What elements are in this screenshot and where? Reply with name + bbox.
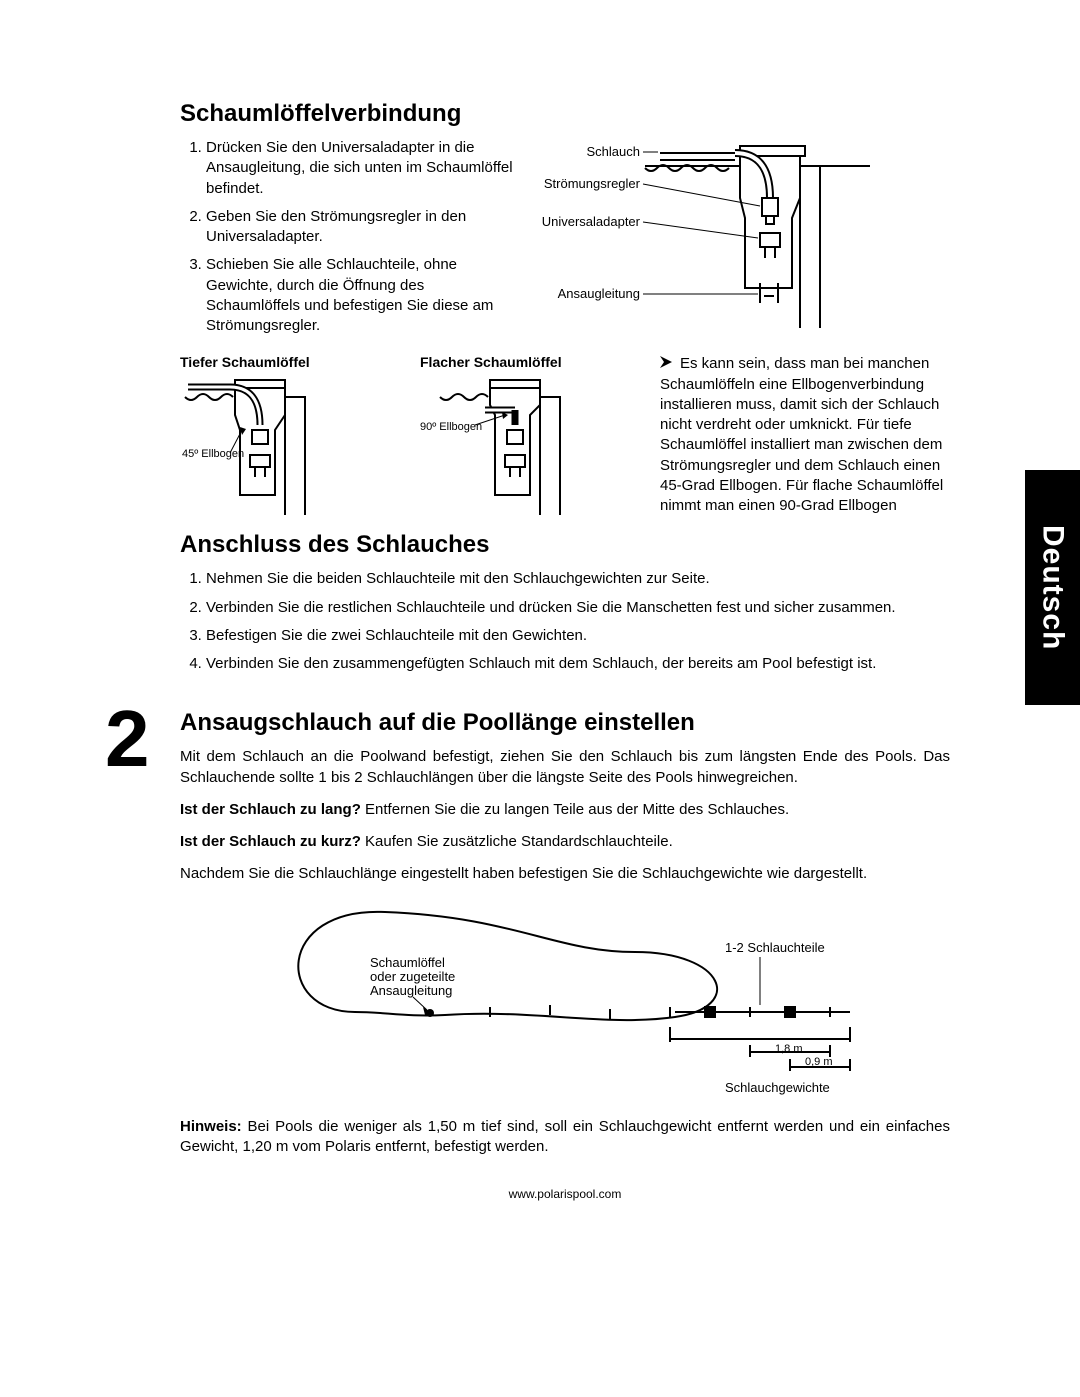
hstep-4: Verbinden Sie den zusammengefügten Schla…: [206, 654, 950, 674]
skimmer-steps-list: Drücken Sie den Universaladapter in die …: [180, 138, 520, 336]
hstep-1: Nehmen Sie die beiden Schlauchteile mit …: [206, 569, 950, 589]
hinweis-text: Bei Pools die weniger als 1,50 m tief si…: [180, 1118, 950, 1155]
q-too-short: Ist der Schlauch zu kurz?: [180, 833, 361, 850]
q-too-long: Ist der Schlauch zu lang?: [180, 801, 361, 818]
deep-skimmer-diagram: 45º Ellbogen: [180, 375, 330, 515]
section-number: 2: [105, 699, 150, 779]
arrow-icon: [660, 354, 676, 374]
hstep-3: Befestigen Sie die zwei Schlauchteile mi…: [206, 626, 950, 646]
heading-skimmer-connection: Schaumlöffelverbindung: [180, 100, 950, 128]
label-45-elbow: 45º Ellbogen: [182, 448, 244, 460]
label-90-elbow: 90º Ellbogen: [420, 421, 482, 433]
para-hose-length: Mit dem Schlauch an die Poolwand befesti…: [180, 747, 950, 788]
para-weights: Nachdem Sie die Schlauchlänge eingestell…: [180, 864, 950, 884]
pool-label-weights: Schlauchgewichte: [725, 1080, 830, 1095]
svg-text:Schaumlöffel oder zuge: Schaumlöffel oder zugeteilte Ansaugleitu…: [370, 955, 459, 998]
deep-skimmer-caption: Tiefer Schaumlöffel: [180, 354, 390, 370]
heading-hose-connection: Anschluss des Schlauches: [180, 531, 950, 559]
hstep-2: Verbinden Sie die restlichen Schlauchtei…: [206, 598, 950, 618]
hinweis-label: Hinweis:: [180, 1118, 242, 1135]
pool-label-1: Schaumlöffel: [370, 955, 445, 970]
dim-18m: 1,8 m: [775, 1043, 803, 1055]
flat-skimmer-caption: Flacher Schaumlöffel: [420, 354, 630, 370]
elbow-note-text: Es kann sein, dass man bei manchen Schau…: [660, 355, 943, 514]
heading-hose-length: Ansaugschlauch auf die Poollänge einstel…: [180, 709, 950, 737]
pool-length-diagram: Schaumlöffel oder zugeteilte Ansaugleitu…: [255, 897, 875, 1097]
flat-skimmer-diagram: 90º Ellbogen: [420, 375, 570, 515]
pool-label-2: oder zugeteilte: [370, 969, 455, 984]
step-2: Geben Sie den Strömungsregler in den Uni…: [206, 207, 520, 248]
label-stromungsregler: Strömungsregler: [544, 176, 641, 191]
step-3: Schieben Sie alle Schlauchteile, ohne Ge…: [206, 255, 520, 336]
skimmer-main-diagram: Schlauch Strömungsregler Universaladapte…: [540, 138, 870, 328]
hose-steps-list: Nehmen Sie die beiden Schlauchteile mit …: [180, 569, 950, 674]
label-ansaugleitung: Ansaugleitung: [558, 286, 640, 301]
a-too-long: Entfernen Sie die zu langen Teile aus de…: [361, 801, 789, 818]
para-hinweis: Hinweis: Bei Pools die weniger als 1,50 …: [180, 1117, 950, 1158]
para-too-short: Ist der Schlauch zu kurz? Kaufen Sie zus…: [180, 832, 950, 852]
footer-url: www.polarispool.com: [180, 1187, 950, 1201]
pool-label-3: Ansaugleitung: [370, 983, 452, 998]
step-1: Drücken Sie den Universaladapter in die …: [206, 138, 520, 199]
para-too-long: Ist der Schlauch zu lang? Entfernen Sie …: [180, 800, 950, 820]
label-schlauch: Schlauch: [587, 144, 640, 159]
a-too-short: Kaufen Sie zusätzliche Standardschlaucht…: [361, 833, 673, 850]
dim-09m: 0,9 m: [805, 1056, 833, 1068]
pool-label-12parts: 1-2 Schlauchteile: [725, 940, 825, 955]
label-universaladapter: Universaladapter: [542, 214, 641, 229]
